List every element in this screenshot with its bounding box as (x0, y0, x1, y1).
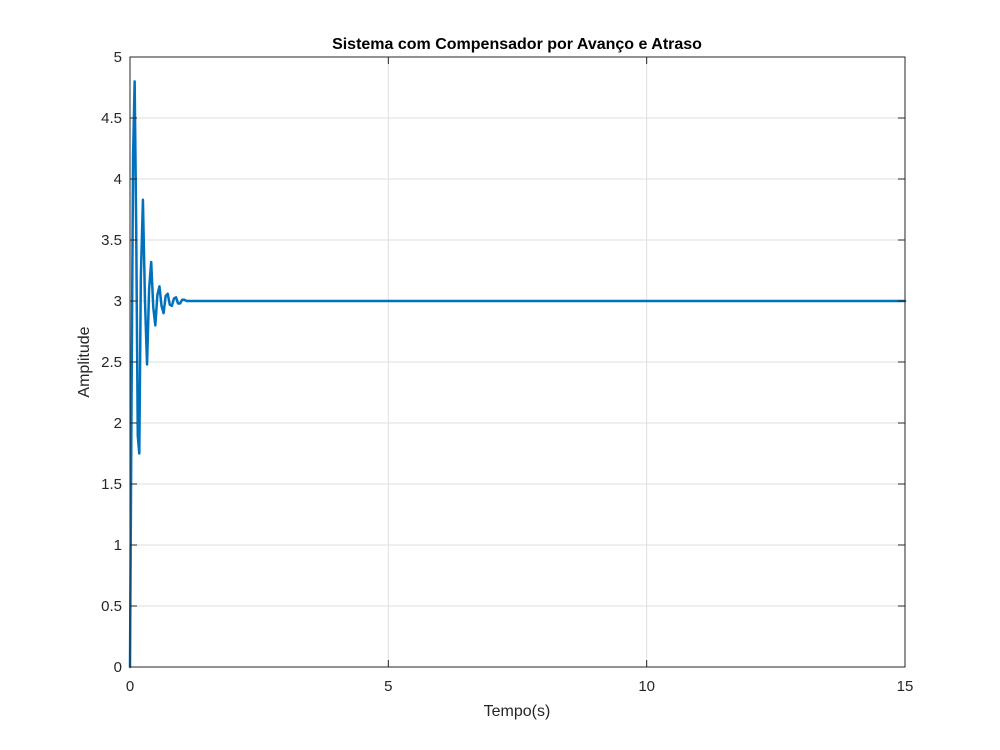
y-tick-label: 1 (114, 537, 122, 554)
y-tick-label: 0 (114, 659, 122, 676)
series-group (128, 80, 907, 669)
y-axis-title: Amplitude (76, 326, 93, 397)
y-tick-label: 4 (114, 171, 122, 188)
x-tick-label: 10 (638, 678, 655, 695)
x-tick-label: 15 (897, 678, 914, 695)
y-tick-label: 2.5 (101, 354, 122, 371)
y-tick-label: 2 (114, 415, 122, 432)
y-tick-label: 4.5 (101, 110, 122, 127)
y-tick-label: 0.5 (101, 598, 122, 615)
x-tick-label: 5 (384, 678, 392, 695)
y-tick-label: 3 (114, 293, 122, 310)
ticks: 0 5 10 15 0 0.5 1 1.5 2 2.5 3 3.5 4 4.5 5 (101, 49, 913, 695)
x-tick-label: 0 (126, 678, 134, 695)
y-tick-label: 1.5 (101, 476, 122, 493)
x-axis-title: Tempo(s) (484, 703, 551, 720)
y-tick-label: 5 (114, 49, 122, 66)
y-tick-label: 3.5 (101, 232, 122, 249)
series-line (128, 80, 907, 669)
chart-title: Sistema com Compensador por Avanço e Atr… (332, 36, 702, 53)
